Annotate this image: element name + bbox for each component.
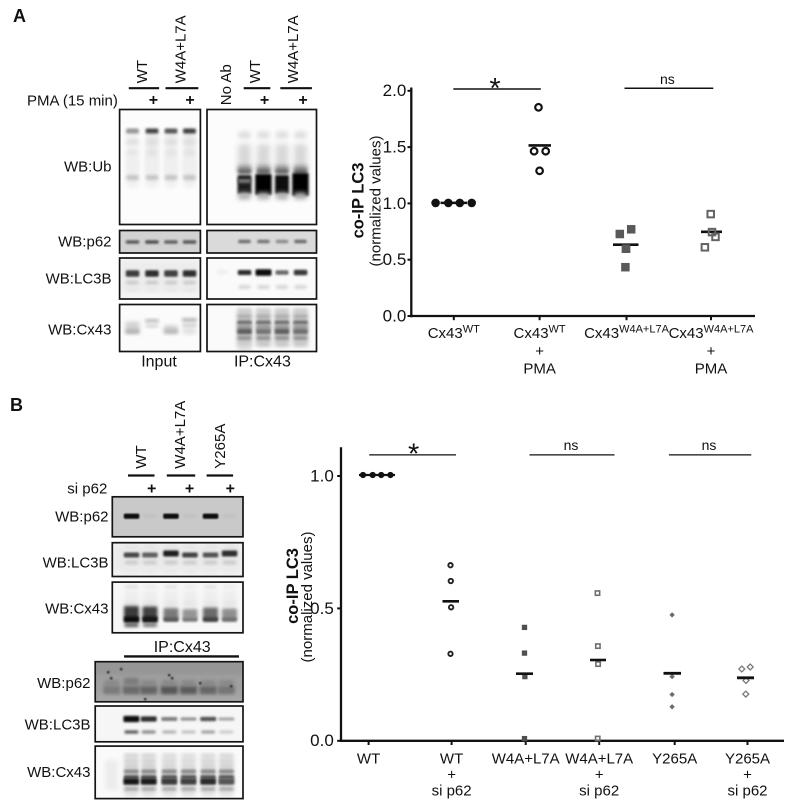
svg-text:*: * <box>408 439 419 471</box>
svg-text:si p62: si p62 <box>432 783 472 800</box>
svg-text:PMA: PMA <box>695 361 728 378</box>
svg-text:1.5: 1.5 <box>383 138 407 157</box>
svg-text:WB:p62: WB:p62 <box>58 234 111 251</box>
svg-text:B: B <box>10 395 23 415</box>
svg-text:+: + <box>535 343 544 360</box>
svg-text:+: + <box>260 92 269 109</box>
svg-text:+: + <box>185 481 194 498</box>
svg-text:WB:LC3B: WB:LC3B <box>25 717 91 734</box>
svg-text:si p62: si p62 <box>67 481 107 498</box>
svg-text:+: + <box>147 481 156 498</box>
svg-text:WB:p62: WB:p62 <box>37 675 90 692</box>
svg-text:WB:p62: WB:p62 <box>55 509 108 526</box>
svg-text:ns: ns <box>702 437 717 453</box>
svg-text:+: + <box>185 92 194 109</box>
svg-text:WB:Cx43: WB:Cx43 <box>27 764 90 781</box>
svg-text:0.5: 0.5 <box>310 599 334 618</box>
svg-text:PMA (15 min): PMA (15 min) <box>27 92 118 109</box>
svg-text:(normalized values): (normalized values) <box>367 136 384 267</box>
svg-text:1.0: 1.0 <box>310 466 334 485</box>
svg-text:Y265A: Y265A <box>652 751 697 768</box>
svg-text:WT: WT <box>440 751 463 768</box>
svg-text:WT: WT <box>133 445 150 468</box>
svg-text:WB:LC3B: WB:LC3B <box>46 271 112 288</box>
svg-text:PMA: PMA <box>523 361 556 378</box>
svg-text:W4A+L7A: W4A+L7A <box>565 751 633 768</box>
svg-text:Y265A: Y265A <box>212 424 229 469</box>
svg-text:WB:Ub: WB:Ub <box>64 159 112 176</box>
svg-text:+: + <box>447 767 456 784</box>
svg-text:2.0: 2.0 <box>383 81 407 100</box>
svg-text:*: * <box>489 73 500 105</box>
svg-text:0.0: 0.0 <box>310 731 334 750</box>
svg-text:WB:Cx43: WB:Cx43 <box>48 322 111 339</box>
svg-text:0.0: 0.0 <box>383 306 407 325</box>
svg-text:A: A <box>13 6 26 26</box>
svg-text:W4A+L7A: W4A+L7A <box>285 15 302 83</box>
svg-text:Input: Input <box>141 354 177 371</box>
svg-text:WT: WT <box>357 751 380 768</box>
svg-text:si p62: si p62 <box>579 783 619 800</box>
svg-text:ns: ns <box>660 71 675 87</box>
svg-text:ns: ns <box>564 437 579 453</box>
svg-text:co-IP LC3: co-IP LC3 <box>284 548 302 624</box>
svg-text:No Ab: No Ab <box>218 64 235 105</box>
svg-text:IP:Cx43: IP:Cx43 <box>154 639 211 656</box>
svg-text:co-IP LC3: co-IP LC3 <box>350 163 368 239</box>
svg-text:+: + <box>298 92 307 109</box>
svg-text:WT: WT <box>134 60 151 83</box>
svg-text:1.0: 1.0 <box>383 194 407 213</box>
svg-text:IP:Cx43: IP:Cx43 <box>234 354 291 371</box>
svg-text:+: + <box>707 343 716 360</box>
svg-text:(normalized values): (normalized values) <box>299 532 316 663</box>
svg-text:W4A+L7A: W4A+L7A <box>172 401 189 469</box>
svg-text:+: + <box>595 767 604 784</box>
svg-text:W4A+L7A: W4A+L7A <box>172 15 189 83</box>
svg-text:WB:LC3B: WB:LC3B <box>43 555 109 572</box>
svg-text:+: + <box>226 481 235 498</box>
svg-text:WT: WT <box>247 60 264 83</box>
svg-text:+: + <box>149 92 158 109</box>
svg-text:WB:Cx43: WB:Cx43 <box>45 601 108 618</box>
svg-text:W4A+L7A: W4A+L7A <box>492 751 560 768</box>
svg-text:0.5: 0.5 <box>383 250 407 269</box>
svg-text:si p62: si p62 <box>727 783 767 800</box>
svg-text:+: + <box>743 767 752 784</box>
svg-text:Y265A: Y265A <box>725 751 770 768</box>
